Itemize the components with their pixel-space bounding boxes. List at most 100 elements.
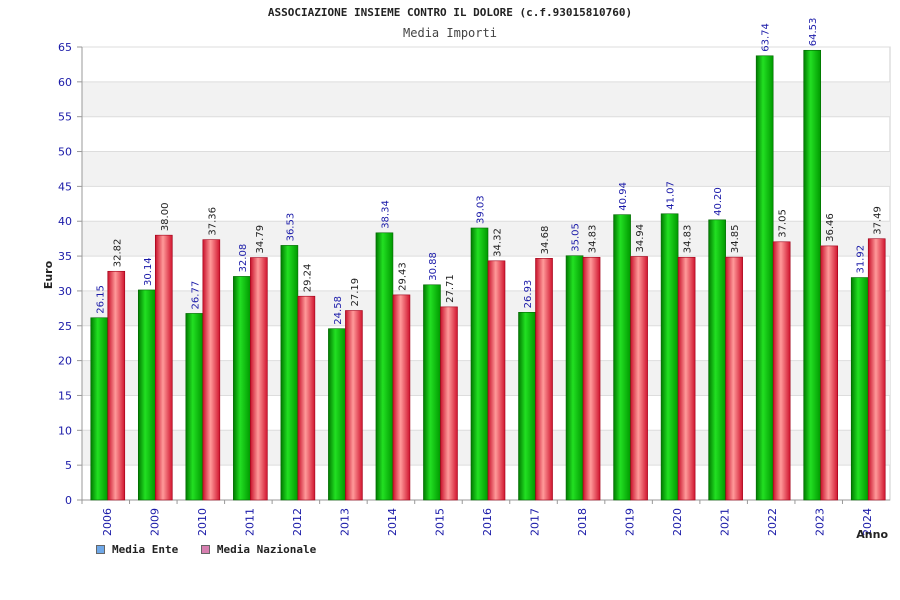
data-label: 34.85 [730, 224, 741, 253]
data-label: 40.94 [618, 182, 629, 211]
bar-media-ente [755, 55, 774, 501]
legend-item-nazionale: Media Nazionale [200, 543, 317, 556]
data-label: 29.43 [397, 262, 408, 291]
data-label: 34.68 [540, 226, 551, 255]
y-tick-label: 15 [58, 389, 72, 402]
y-tick-label: 45 [58, 180, 72, 193]
bar-media-nazionale [677, 256, 696, 501]
y-tick-label: 65 [58, 41, 72, 54]
x-tick-label: 2006 [101, 508, 114, 536]
bar-media-nazionale [772, 241, 791, 501]
data-label: 26.93 [523, 280, 534, 309]
bar-media-ente [850, 277, 869, 501]
x-tick-label: 2015 [433, 508, 446, 536]
data-label: 31.92 [856, 245, 867, 274]
data-label: 30.88 [428, 252, 439, 281]
data-label: 39.03 [476, 195, 487, 224]
data-label: 36.53 [285, 213, 296, 242]
x-tick-label: 2023 [814, 508, 827, 536]
bar-media-ente [660, 213, 679, 501]
y-tick-label: 55 [58, 111, 72, 124]
bar-media-ente [280, 245, 299, 501]
bar-media-ente [803, 49, 822, 501]
bar-media-nazionale [582, 256, 601, 501]
data-label: 37.05 [778, 209, 789, 238]
bars-group: 26.15 32.82 30.14 38.00 26.77 37.36 32.08 34.79… [90, 18, 886, 501]
bar-media-nazionale [487, 260, 506, 501]
bar-media-ente [328, 328, 346, 501]
data-label: 27.19 [350, 278, 361, 307]
x-tick-label: 2019 [624, 508, 637, 536]
legend-swatch-nazionale [200, 545, 210, 554]
bar-media-nazionale [440, 306, 458, 501]
bar-media-ente [233, 276, 251, 501]
data-label: 34.83 [588, 225, 599, 254]
legend-item-ente: Media Ente [96, 543, 178, 556]
data-label: 24.58 [333, 296, 344, 325]
x-tick-label: 2018 [576, 508, 589, 536]
bar-media-nazionale [297, 295, 316, 501]
bar-media-nazionale [630, 256, 648, 501]
bar-media-nazionale [392, 294, 411, 501]
x-tick-label: 2024 [861, 508, 874, 536]
x-tick-label: 2013 [338, 508, 351, 536]
data-label: 32.82 [112, 239, 123, 268]
data-label: 27.71 [445, 274, 456, 303]
bar-media-ente [137, 289, 156, 501]
legend-label-nazionale: Media Nazionale [216, 543, 317, 556]
chart-subtitle: Media Importi [403, 26, 497, 40]
bar-media-nazionale [250, 257, 268, 501]
y-tick-label: 40 [58, 215, 72, 228]
grid-band [82, 151, 890, 187]
bar-media-nazionale [820, 245, 839, 501]
data-label: 26.15 [95, 285, 106, 314]
x-tick-label: 2014 [386, 508, 399, 536]
y-tick-label: 50 [58, 146, 72, 159]
bar-media-ente [375, 232, 394, 501]
data-label: 34.94 [635, 224, 646, 253]
chart-title: ASSOCIAZIONE INSIEME CONTRO IL DOLORE (c… [267, 6, 633, 19]
bar-media-ente [423, 284, 441, 501]
y-tick-label: 0 [65, 494, 72, 507]
x-tick-label: 2022 [766, 508, 779, 536]
data-label: 63.74 [761, 23, 772, 52]
bar-media-nazionale [725, 256, 743, 501]
y-tick-label: 35 [58, 250, 72, 263]
bar-media-nazionale [202, 239, 221, 501]
y-tick-label: 5 [65, 459, 72, 472]
x-axis-label: Anno [856, 528, 888, 541]
x-tick-label: 2020 [671, 508, 684, 536]
y-tick-label: 60 [58, 76, 72, 89]
y-tick-label: 10 [58, 424, 72, 437]
x-tick-label: 2012 [291, 508, 304, 536]
data-label: 29.24 [302, 264, 313, 293]
legend-swatch-ente [96, 545, 105, 554]
data-label: 40.20 [713, 187, 724, 216]
y-tick-label: 20 [58, 355, 72, 368]
x-tick-label: 2010 [196, 508, 209, 536]
data-label: 36.46 [825, 213, 836, 242]
bar-media-nazionale [154, 234, 173, 501]
bar-media-nazionale [867, 238, 886, 501]
x-tick-label: 2011 [243, 508, 256, 536]
data-label: 41.07 [666, 181, 677, 210]
bar-media-ente [708, 219, 726, 501]
y-axis-label: Euro [42, 260, 55, 289]
data-label: 30.14 [143, 257, 154, 286]
data-label: 37.36 [207, 207, 218, 236]
bar-media-nazionale [535, 258, 553, 501]
x-tick-label: 2016 [481, 508, 494, 536]
bar-media-ente [613, 214, 631, 501]
data-label: 26.77 [190, 281, 201, 310]
data-label: 32.08 [238, 244, 249, 273]
x-tick-label: 2021 [719, 508, 732, 536]
data-label: 34.83 [683, 225, 694, 254]
bar-media-ente [565, 255, 584, 501]
data-label: 35.05 [571, 223, 582, 252]
data-label: 64.53 [808, 18, 819, 47]
grid-band [82, 81, 890, 117]
x-tick-label: 2017 [529, 508, 542, 536]
x-axis: 2006 2009 2010 2011 2012 2013 2014 2015 2016 2017… [81, 500, 874, 536]
bar-media-nazionale [107, 270, 126, 501]
